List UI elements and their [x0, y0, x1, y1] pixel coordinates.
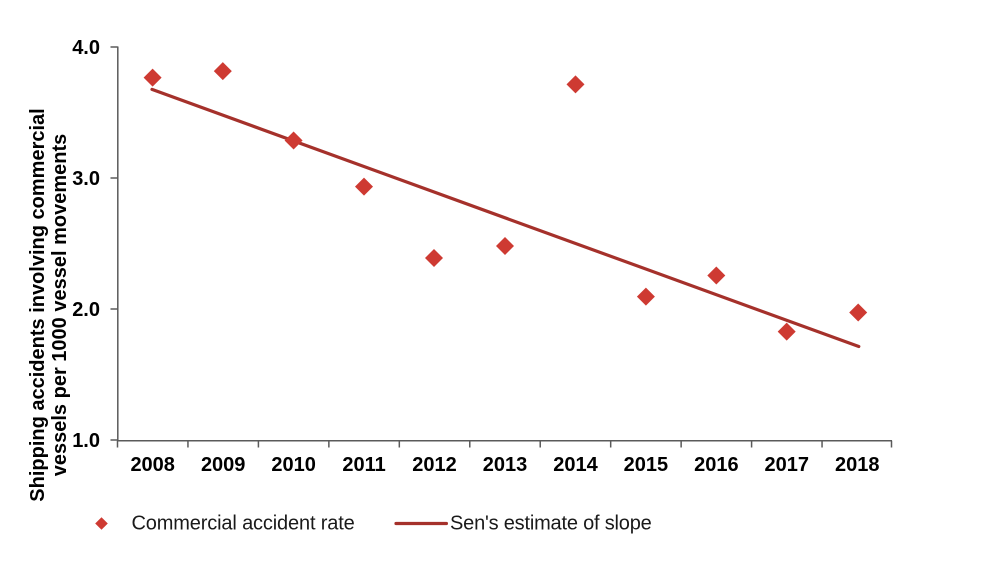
svg-text:Shipping accidents involving c: Shipping accidents involving commercial [27, 108, 49, 501]
svg-text:2015: 2015 [624, 454, 669, 476]
svg-text:2010: 2010 [271, 454, 316, 476]
svg-text:2008: 2008 [130, 454, 175, 476]
svg-text:vessels per 1000 vessel moveme: vessels per 1000 vessel movements [49, 134, 71, 476]
svg-text:2013: 2013 [483, 454, 528, 476]
svg-text:2017: 2017 [765, 454, 810, 476]
svg-text:4.0: 4.0 [72, 37, 100, 59]
svg-text:2.0: 2.0 [72, 299, 100, 321]
svg-text:2016: 2016 [694, 454, 739, 476]
svg-text:Commercial accident rate: Commercial accident rate [132, 513, 355, 535]
svg-text:2011: 2011 [342, 454, 385, 476]
svg-text:3.0: 3.0 [72, 168, 100, 190]
svg-text:2012: 2012 [412, 454, 457, 476]
svg-text:Sen's estimate of slope: Sen's estimate of slope [450, 513, 652, 535]
svg-text:2018: 2018 [835, 454, 880, 476]
svg-text:2009: 2009 [201, 454, 246, 476]
svg-text:2014: 2014 [553, 454, 598, 476]
svg-text:1.0: 1.0 [72, 430, 100, 452]
